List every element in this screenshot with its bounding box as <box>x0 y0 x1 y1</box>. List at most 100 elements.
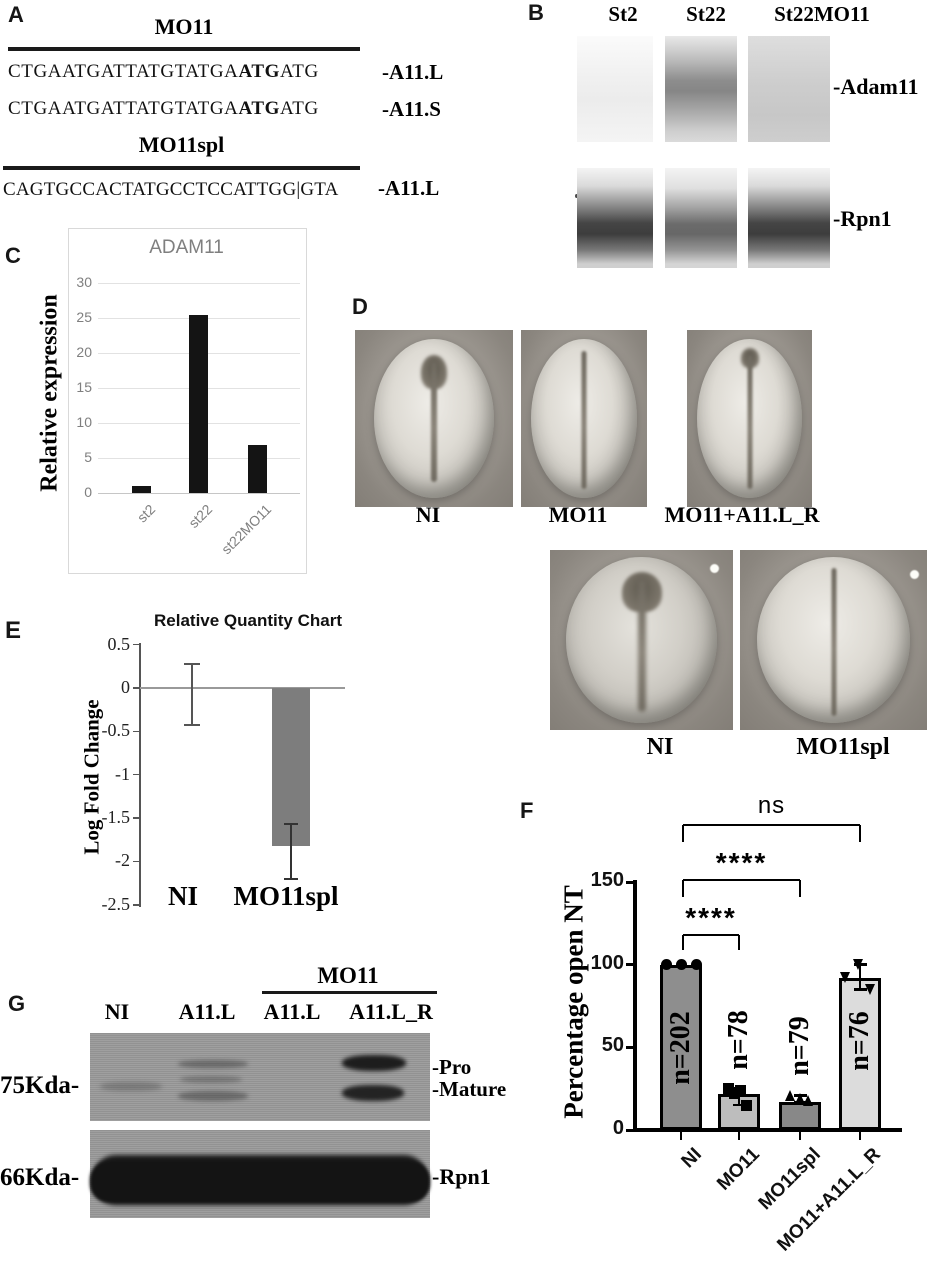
embryo-image-ni-2 <box>550 550 733 730</box>
lane-label-st2: St2 <box>608 2 638 26</box>
blot-band <box>178 1060 248 1068</box>
panel-c: C ADAM11 Relative expression 0 5 10 15 20 25 3… <box>0 225 312 577</box>
y-tick-label: 150 <box>590 869 624 891</box>
significance-bracket <box>681 825 685 842</box>
blot-lane-label-a11lr: A11.L_R <box>349 999 433 1024</box>
y-tick-mark <box>133 904 140 906</box>
error-bar-cap <box>184 724 200 727</box>
size-marker-75kda: 75Kda- <box>0 1072 80 1099</box>
mo11-title: MO11 <box>154 14 214 39</box>
embryo-image-mo11-rescue <box>687 330 812 507</box>
y-tick-label: -1 <box>115 763 130 784</box>
data-point-circle <box>675 959 687 971</box>
y-tick-mark <box>133 687 140 689</box>
data-point-triangle-up <box>794 1093 805 1105</box>
blot-band <box>178 1091 248 1101</box>
chart-plot-area: 0.5 0 -0.5 -1 -1.5 -2 -2.5 NI MO11spl <box>0 605 480 925</box>
y-tick-label: 0 <box>84 484 92 500</box>
blot-band <box>180 1076 242 1083</box>
y-tick-label: 20 <box>76 344 92 360</box>
y-tick-label: 25 <box>76 309 92 325</box>
x-tick-mark <box>798 1132 802 1140</box>
x-tick-mark <box>679 1132 683 1140</box>
y-tick-mark <box>133 817 140 819</box>
lane-label-st22: St22 <box>686 2 726 26</box>
x-category-label: MO11spl <box>233 881 339 911</box>
y-tick-mark <box>133 730 140 733</box>
y-tick-mark <box>626 963 635 967</box>
lane-label-st22mo11: St22MO11 <box>774 2 870 26</box>
western-blot-rpn1 <box>90 1130 430 1218</box>
y-tick-label: 30 <box>76 274 92 290</box>
bar-st22 <box>188 314 208 493</box>
zero-line <box>140 687 345 689</box>
data-point-triangle-down <box>864 983 875 995</box>
blot-group-label-mo11: MO11 <box>317 963 379 988</box>
embryo-image-ni <box>355 330 513 507</box>
y-tick-mark <box>133 773 140 776</box>
y-tick-mark <box>626 880 635 884</box>
significance-label: **** <box>715 847 768 878</box>
y-tick-label: 0 <box>612 1117 624 1139</box>
bar-MO11spl <box>779 1101 821 1130</box>
error-bar-cap <box>732 1103 746 1107</box>
panel-d: D NI MO11 MO11+A11.L_R NI <box>330 290 934 770</box>
bar-st2 <box>131 486 151 493</box>
band-label-rpn1: -Rpn1 <box>432 1164 491 1189</box>
n-count-label: n=202 <box>665 1011 696 1085</box>
n-count-label: n=76 <box>844 1011 875 1071</box>
significance-label: ns <box>757 792 786 819</box>
y-tick-mark <box>626 1128 635 1132</box>
error-bar-cap <box>284 877 298 880</box>
embryo-label-ni: NI <box>415 502 441 527</box>
embryo-label-mo11-rescue: MO11+A11.L_R <box>664 502 820 527</box>
x-tick-mark <box>737 1132 741 1140</box>
bar-MO11+A11.L_R <box>839 977 881 1130</box>
seq-post: ATG <box>280 98 319 119</box>
data-point-square <box>722 1083 734 1095</box>
panel-g: G MO11 NI A11.L A11.L A11.L_R -Pro -Matu… <box>0 955 520 1263</box>
band-label-mature: -Mature <box>432 1077 507 1101</box>
data-point-triangle-down <box>839 972 850 984</box>
y-tick-mark <box>133 860 140 863</box>
error-bar-cap <box>284 823 298 826</box>
seq-label-a11s: -A11.S <box>382 97 441 121</box>
seq-pre: CTGAATGATTATGTATGA <box>8 61 239 82</box>
n-count-label: n=79 <box>784 1016 815 1076</box>
significance-bracket <box>683 933 739 937</box>
y-tick-label: 0.5 <box>107 633 131 654</box>
band-label-rpn1: -Rpn1 <box>833 206 892 231</box>
y-tick-label: 0 <box>121 677 130 697</box>
y-tick-label: -0.5 <box>101 720 131 741</box>
sequence-row: CTGAATGATTATGTATGAATGATG <box>8 98 319 120</box>
panel-a-letter: A <box>8 2 24 27</box>
band-label-pro: -Pro <box>432 1055 472 1079</box>
y-tick-label: 15 <box>76 379 92 395</box>
error-bar-line <box>290 824 292 879</box>
gel-lane-st22mo11-adam11 <box>748 36 830 142</box>
y-tick-label: 10 <box>76 414 92 430</box>
x-axis-line <box>635 1128 902 1132</box>
data-point-circle <box>690 959 702 971</box>
chart-title: Relative Quantity Chart <box>154 611 342 630</box>
y-tick-label: -1.5 <box>101 807 131 828</box>
x-tick-mark <box>858 1132 862 1140</box>
sequence-row: CTGAATGATTATGTATGAATGATG <box>8 61 319 83</box>
panel-d-letter: D <box>352 294 368 319</box>
gridline <box>98 493 300 494</box>
significance-bracket <box>737 935 741 950</box>
blot-band-mature <box>342 1085 404 1101</box>
blot-lane-label-a11l-1: A11.L <box>178 999 236 1024</box>
y-tick-label: 100 <box>590 951 624 974</box>
panel-g-letter: G <box>8 991 26 1016</box>
gel-lane-st2-adam11 <box>577 36 653 142</box>
significance-bracket <box>681 935 685 950</box>
panel-f: F Percentage open NT 0 50 100 150 NI MO11 MO11… <box>490 790 934 1263</box>
seq-pre: CTGAATGATTATGTATGA <box>8 98 239 119</box>
gel-lane-st22-adam11 <box>665 36 737 142</box>
y-tick-label: 50 <box>601 1034 624 1057</box>
y-tick-mark <box>626 1045 635 1049</box>
significance-bracket <box>798 880 802 897</box>
data-point-square <box>734 1084 746 1096</box>
